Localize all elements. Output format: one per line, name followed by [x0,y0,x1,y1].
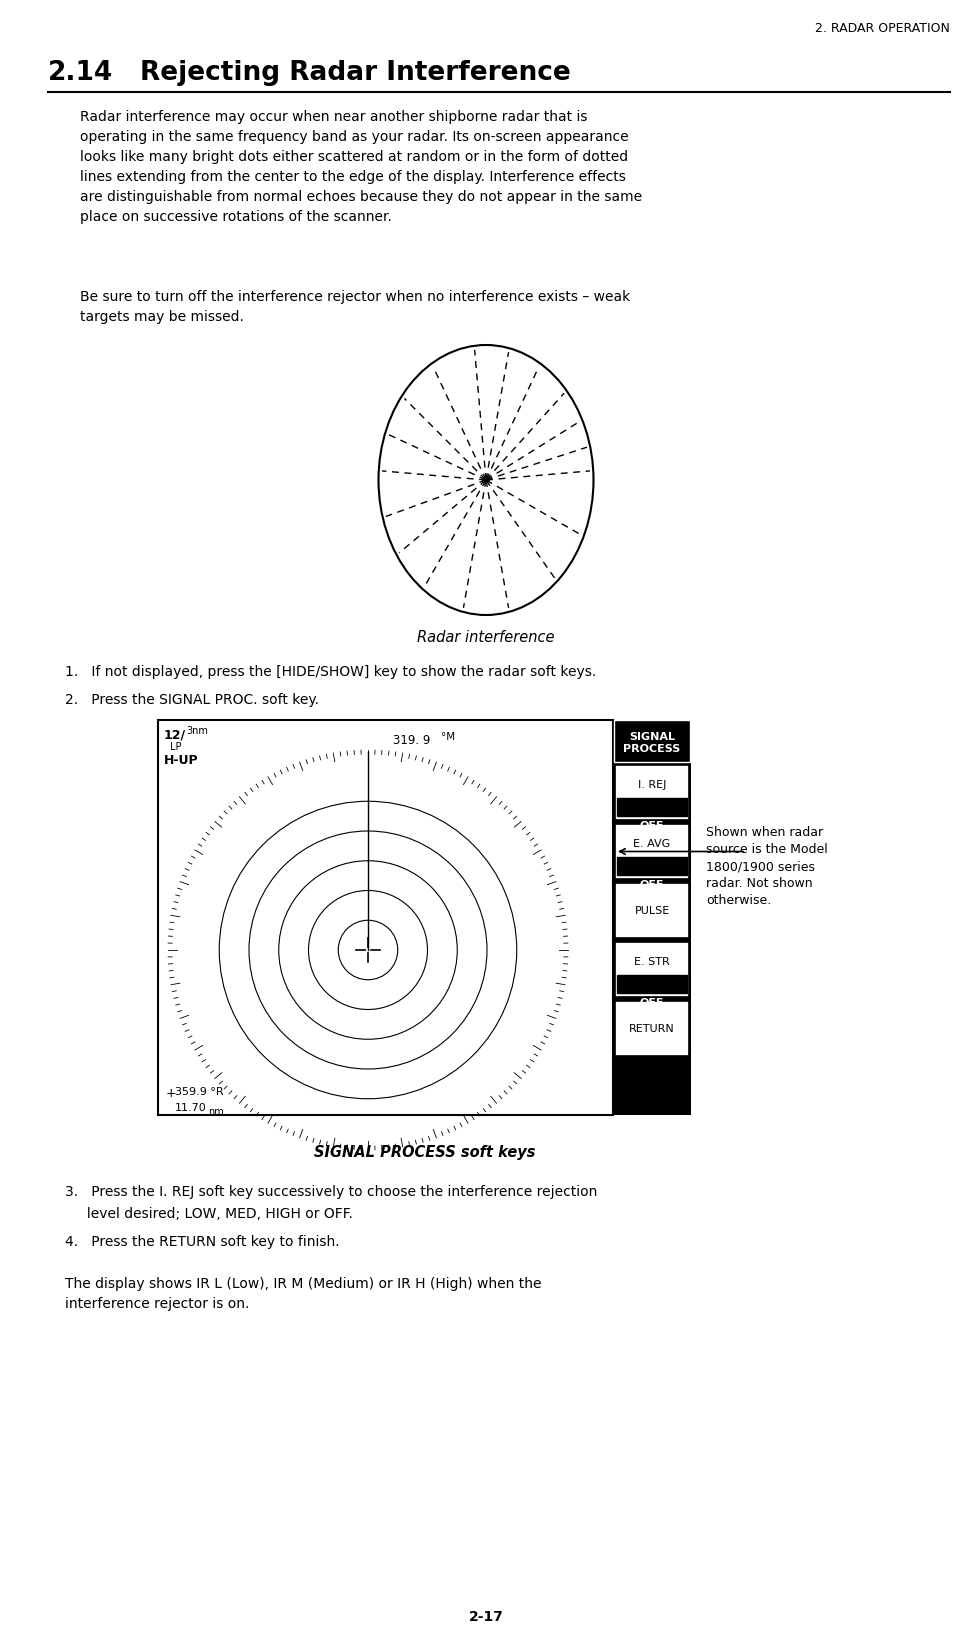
Text: level desired; LOW, MED, HIGH or OFF.: level desired; LOW, MED, HIGH or OFF. [65,1208,353,1221]
Text: °M: °M [441,733,455,743]
Bar [613,720,691,1115]
Text: RETURN: RETURN [629,1023,675,1033]
Bar [615,1000,689,1056]
Text: Rejecting Radar Interference: Rejecting Radar Interference [140,60,571,86]
Bar [614,720,690,762]
Text: 11.70: 11.70 [175,1103,207,1113]
Text: 1.   If not displayed, press the [HIDE/SHOW] key to show the radar soft keys.: 1. If not displayed, press the [HIDE/SHO… [65,664,596,679]
Text: OFF: OFF [640,880,664,889]
Text: 3nm: 3nm [186,726,208,736]
Text: OFF: OFF [640,999,664,1009]
Bar [617,798,687,816]
Text: E. STR: E. STR [634,956,670,968]
Text: 2-17: 2-17 [469,1611,503,1624]
Text: 319. 9: 319. 9 [393,734,431,747]
Text: 12/: 12/ [164,728,186,741]
Text: 2. RADAR OPERATION: 2. RADAR OPERATION [816,21,950,34]
Text: E. AVG: E. AVG [634,839,671,849]
Text: 359.9 °R: 359.9 °R [175,1087,224,1097]
Bar [615,824,689,880]
Text: SIGNAL PROCESS soft keys: SIGNAL PROCESS soft keys [314,1146,536,1160]
Text: The display shows IR L (Low), IR M (Medium) or IR H (High) when the
interference: The display shows IR L (Low), IR M (Medi… [65,1276,541,1310]
Text: Radar interference may occur when near another shipborne radar that is
operating: Radar interference may occur when near a… [80,109,642,224]
Text: Radar interference: Radar interference [417,630,555,645]
Bar [615,765,689,819]
Text: 3.   Press the I. REJ soft key successively to choose the interference rejection: 3. Press the I. REJ soft key successivel… [65,1185,598,1200]
Text: OFF: OFF [640,821,664,831]
Text: Shown when radar
source is the Model
1800/1900 series
radar. Not shown
otherwise: Shown when radar source is the Model 180… [706,826,828,907]
Text: 4.   Press the RETURN soft key to finish.: 4. Press the RETURN soft key to finish. [65,1235,339,1248]
Bar [617,974,687,992]
Text: I. REJ: I. REJ [638,780,666,790]
Bar [615,942,689,997]
Text: Be sure to turn off the interference rejector when no interference exists – weak: Be sure to turn off the interference rej… [80,290,630,325]
Bar [617,857,687,875]
Text: +: + [166,1087,177,1100]
Text: nm: nm [208,1106,224,1116]
Text: PULSE: PULSE [635,906,670,916]
Text: 2.14: 2.14 [48,60,114,86]
Text: SIGNAL
PROCESS: SIGNAL PROCESS [623,733,680,754]
Text: LP: LP [170,743,182,752]
Bar [158,720,613,1115]
Text: H-UP: H-UP [164,754,198,767]
Text: 2.   Press the SIGNAL PROC. soft key.: 2. Press the SIGNAL PROC. soft key. [65,694,319,707]
Bar [615,883,689,938]
